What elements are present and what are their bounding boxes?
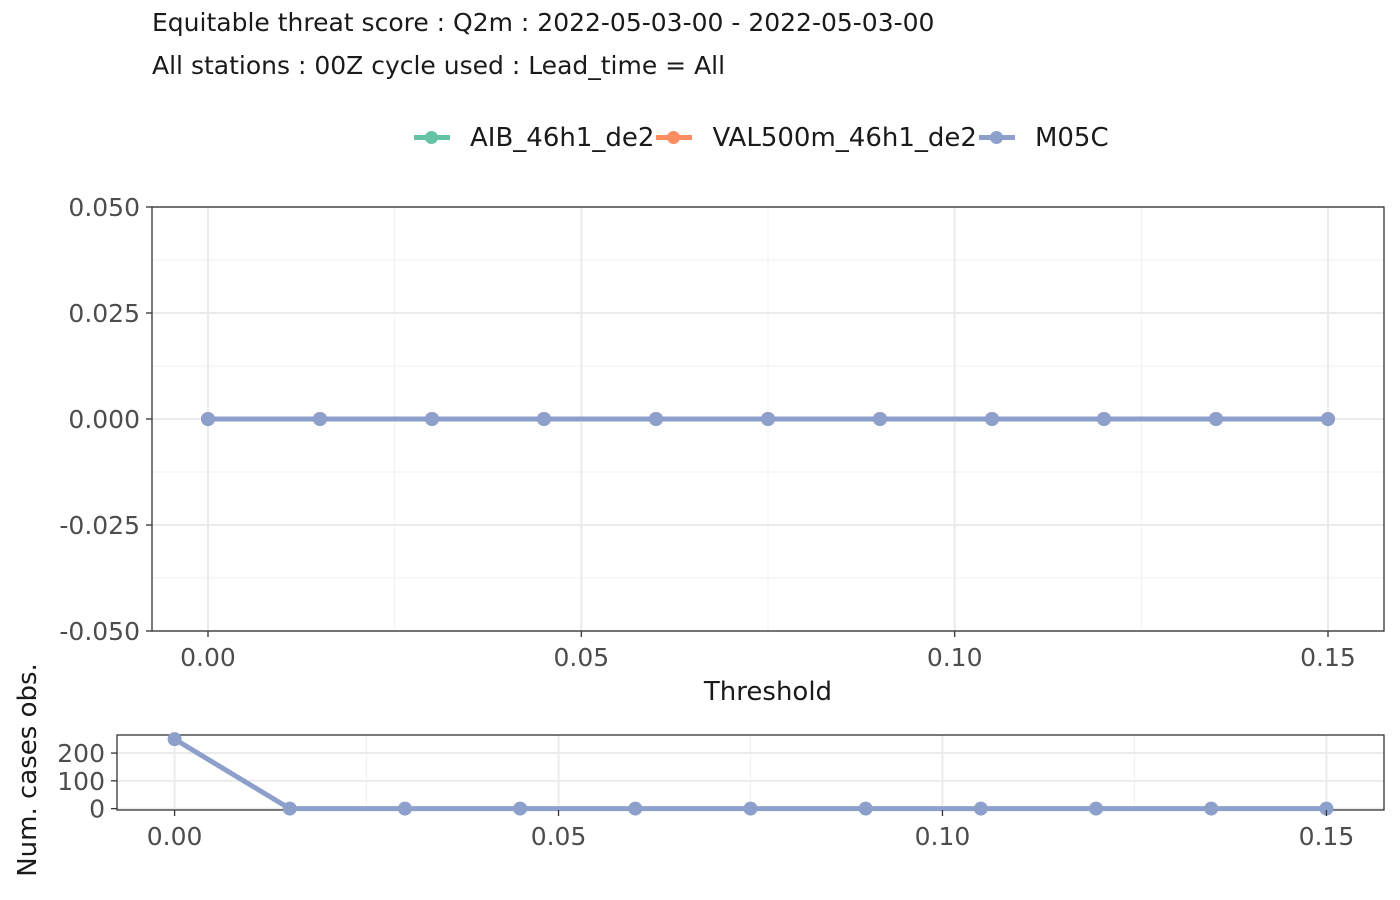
x-tick-label: 0.15 [1299,822,1355,851]
data-point [873,412,887,426]
legend-key-m05c [977,118,1017,158]
data-point [1097,412,1111,426]
legend-item-aib: AIB_46h1_de2 [412,118,654,158]
legend-key-aib [412,118,452,158]
y-axis-label: Num. cases obs. [13,663,43,877]
y-tick-label: 0.050 [68,193,140,222]
data-point [167,732,182,747]
data-point [858,801,873,816]
data-point [1204,801,1219,816]
x-tick-label: 0.05 [531,822,587,851]
data-point [1209,412,1223,426]
data-point [1089,801,1104,816]
data-point [282,801,297,816]
x-axis-label: Threshold [703,677,832,707]
data-point [649,412,663,426]
y-tick-label: 200 [57,739,105,768]
legend-key-val500m [654,118,694,158]
data-point [201,412,215,426]
data-point [985,412,999,426]
data-point [397,801,412,816]
y-tick-label: 0.025 [68,299,140,328]
legend-label-aib: AIB_46h1_de2 [470,123,655,153]
legend: AIB_46h1_de2 VAL500m_46h1_de2 M05C [412,118,1109,158]
y-tick-label: -0.050 [59,617,140,646]
legend-dot-m05c [989,131,1003,144]
chart-title: Equitable threat score : Q2m : 2022-05-0… [152,8,935,37]
x-tick-label: 0.00 [147,822,203,851]
main-chart-panel: 0.00 0.05 0.10 0.15 0.050 0.025 0.000 -0.025 -0.… [59,193,1385,707]
legend-label-val500m: VAL500m_46h1_de2 [712,123,977,153]
chart-subtitle: All stations : 00Z cycle used : Lead_tim… [152,51,726,80]
data-point [313,412,327,426]
y-tick-label: -0.025 [59,511,140,540]
data-point [425,412,439,426]
y-tick-label: 100 [57,767,105,796]
data-point [1319,801,1334,816]
y-tick-label: 0 [89,795,105,824]
legend-item-m05c: M05C [977,118,1109,158]
x-tick-label: 0.15 [1300,643,1356,672]
data-point [537,412,551,426]
legend-label-m05c: M05C [1034,123,1109,153]
x-tick-label: 0.00 [180,643,236,672]
x-tick-label: 0.10 [915,822,971,851]
x-tick-label: 0.05 [553,643,609,672]
data-point [513,801,528,816]
legend-dot-aib [425,131,438,144]
legend-item-val500m: VAL500m_46h1_de2 [654,118,977,158]
data-point [973,801,988,816]
x-tick-label: 0.10 [927,643,983,672]
data-point [628,801,643,816]
data-point [761,412,775,426]
y-tick-label: 0.000 [68,405,140,434]
legend-dot-val500m [667,131,681,144]
data-point [743,801,758,816]
data-point [1321,412,1335,426]
